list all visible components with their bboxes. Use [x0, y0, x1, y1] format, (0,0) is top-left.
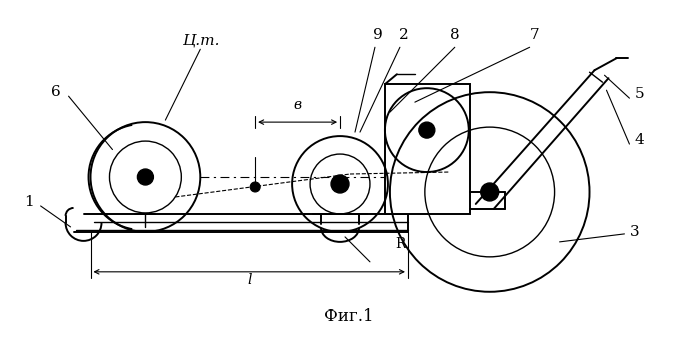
Text: 7: 7	[530, 28, 540, 42]
Text: l: l	[247, 273, 251, 287]
Text: Ц.т.: Ц.т.	[181, 33, 219, 47]
Circle shape	[419, 122, 435, 138]
Text: 2: 2	[399, 28, 409, 42]
Circle shape	[331, 175, 349, 193]
Text: 1: 1	[24, 195, 34, 209]
Text: 5: 5	[634, 87, 644, 101]
Circle shape	[138, 169, 154, 185]
Text: R: R	[395, 237, 406, 251]
Text: 6: 6	[51, 85, 61, 99]
Text: Фиг.1: Фиг.1	[324, 308, 374, 325]
Bar	[385, 84, 470, 214]
Text: 9: 9	[373, 28, 383, 42]
Text: 3: 3	[630, 225, 639, 239]
Text: в: в	[293, 98, 301, 112]
Circle shape	[481, 183, 498, 201]
Circle shape	[250, 182, 260, 192]
Text: 4: 4	[634, 133, 644, 147]
Text: 8: 8	[450, 28, 459, 42]
